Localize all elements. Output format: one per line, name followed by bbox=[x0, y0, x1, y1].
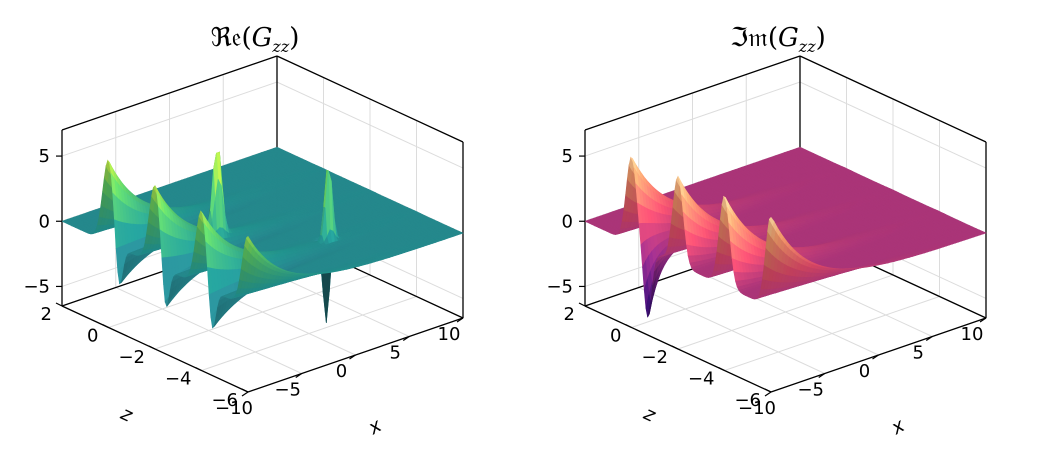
surface bbox=[61, 146, 464, 329]
top-side-line bbox=[276, 55, 464, 143]
top-back-line bbox=[61, 55, 278, 131]
